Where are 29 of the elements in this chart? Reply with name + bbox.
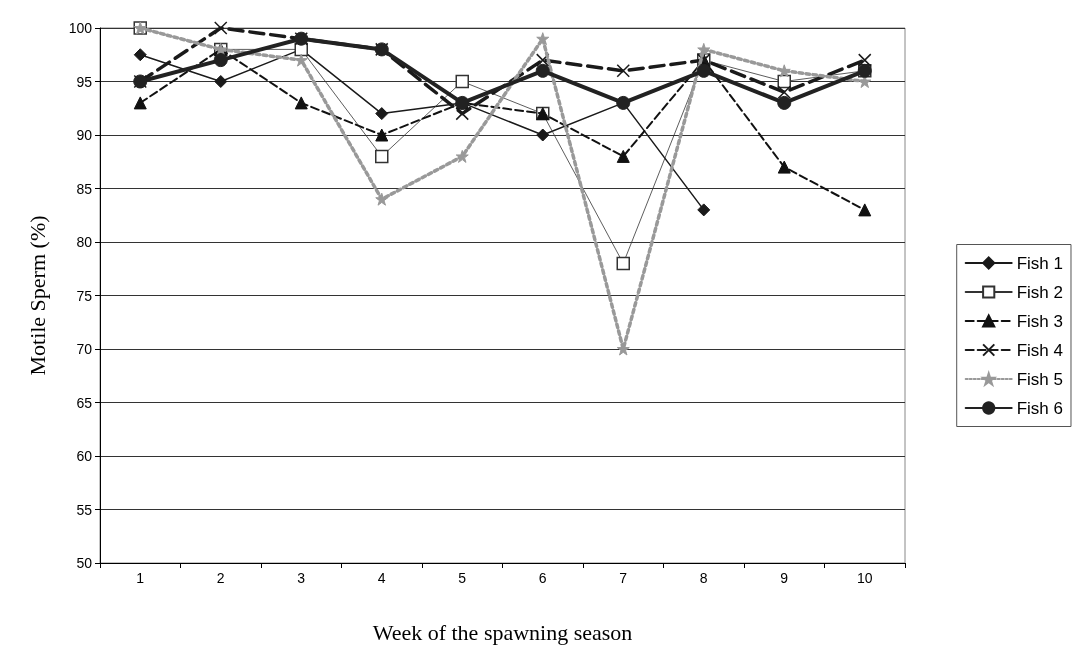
y-tick-label: 75 (76, 287, 93, 304)
x-axis-title: Week of the spawning season (372, 619, 633, 645)
y-tick-label: 90 (76, 127, 93, 143)
x-tick-label: 8 (699, 570, 708, 586)
x-tick-label: 1 (136, 570, 145, 586)
x-tick-label: 2 (216, 570, 225, 586)
x-tick-label: 5 (458, 570, 467, 586)
y-tick-label: 80 (76, 234, 93, 250)
x-tick-label: 3 (297, 570, 306, 586)
y-tick-label: 100 (68, 20, 93, 36)
legend-label: Fish 6 (1016, 398, 1063, 418)
y-tick-label: 50 (76, 555, 93, 571)
legend-label: Fish 3 (1016, 311, 1063, 331)
x-tick-label: 6 (538, 570, 547, 586)
y-tick-label: 65 (76, 394, 93, 411)
legend-label: Fish 1 (1016, 253, 1063, 273)
y-tick-label: 70 (76, 341, 93, 357)
y-tick-label: 60 (76, 448, 93, 464)
y-tick-label: 95 (76, 73, 93, 90)
legend-label: Fish 4 (1016, 340, 1063, 360)
x-tick-label: 4 (377, 570, 386, 586)
y-tick-label: 85 (76, 180, 93, 197)
legend-label: Fish 5 (1016, 369, 1063, 389)
x-tick-label: 9 (780, 570, 789, 586)
x-tick-label: 7 (619, 570, 628, 586)
x-tick-label: 10 (856, 570, 873, 586)
y-axis-title: Motile Sperm (%) (24, 215, 50, 376)
y-tick-label: 55 (76, 501, 93, 518)
legend-label: Fish 2 (1016, 282, 1063, 302)
